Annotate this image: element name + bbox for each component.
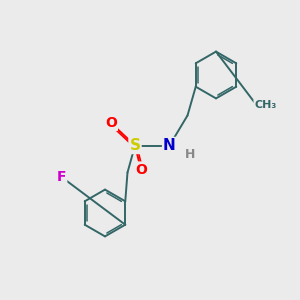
Text: N: N bbox=[163, 138, 176, 153]
Text: O: O bbox=[105, 116, 117, 130]
Text: H: H bbox=[185, 148, 196, 161]
Text: O: O bbox=[135, 163, 147, 176]
Text: F: F bbox=[57, 170, 66, 184]
Text: CH₃: CH₃ bbox=[254, 100, 277, 110]
Text: S: S bbox=[130, 138, 140, 153]
